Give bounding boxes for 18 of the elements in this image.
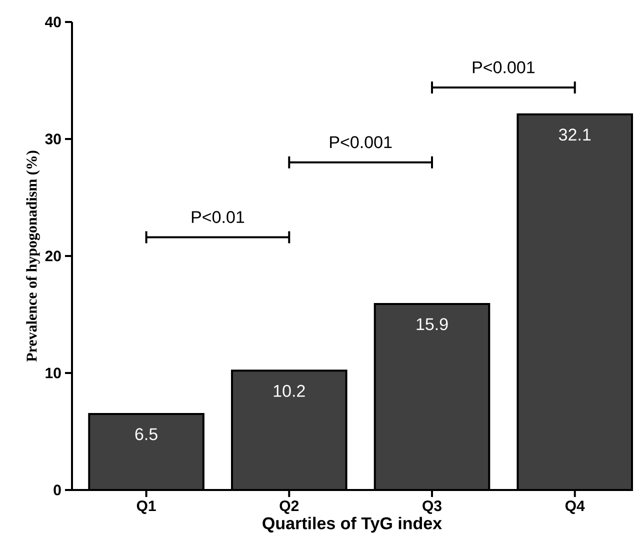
- data-label: 15.9: [416, 318, 448, 330]
- x-tick-label: Q2: [280, 500, 299, 514]
- annotation: P<0.001: [330, 136, 392, 148]
- data-label: 6.5: [135, 428, 158, 440]
- y-tick-label: 40: [45, 16, 61, 28]
- y-axis-title: Prevalence of hypogonadism (%): [26, 150, 40, 362]
- data-label: 32.1: [558, 128, 591, 141]
- x-axis-title: Quartiles of TyG index: [262, 516, 442, 533]
- x-tick-label: Q1: [136, 500, 156, 514]
- y-tick-label: 10: [46, 368, 61, 378]
- annotation: P<0.01: [192, 211, 244, 224]
- y-tick-label: 0: [54, 484, 61, 496]
- annotation: P<0.001: [472, 61, 535, 74]
- x-tick-label: Q4: [565, 500, 585, 514]
- y-tick-label: 30: [45, 134, 61, 144]
- data-label: 10.2: [274, 384, 305, 397]
- y-tick-label: 20: [45, 250, 61, 262]
- x-tick-label: Q3: [422, 500, 442, 514]
